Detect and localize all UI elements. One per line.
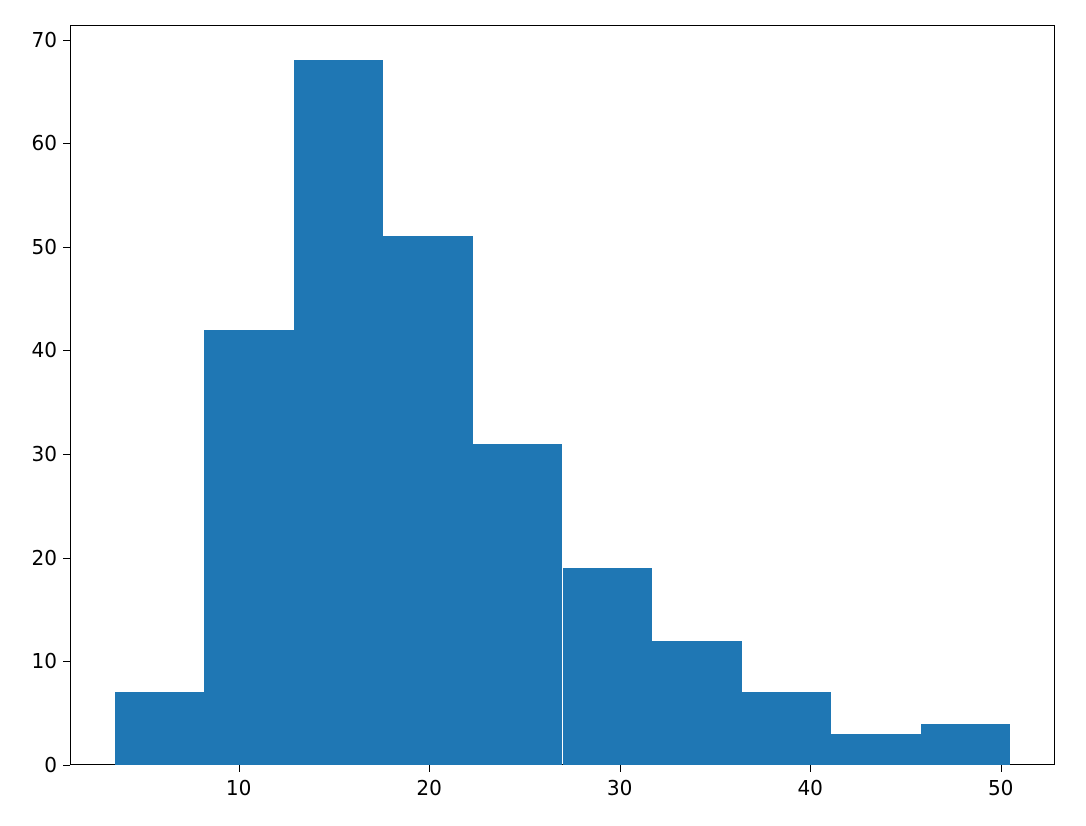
y-tick-label: 50 xyxy=(32,235,57,259)
histogram-bar xyxy=(921,724,1011,765)
histogram-chart: 10 20 30 40 50 0 10 20 30 40 50 60 70 xyxy=(0,0,1086,826)
x-tick-label: 20 xyxy=(416,776,441,800)
y-tick xyxy=(63,350,70,351)
histogram-bar xyxy=(294,60,384,765)
y-tick xyxy=(63,454,70,455)
x-tick-label: 50 xyxy=(988,776,1013,800)
histogram-bar xyxy=(742,692,832,765)
histogram-bar xyxy=(383,236,473,765)
y-tick xyxy=(63,765,70,766)
y-tick-label: 40 xyxy=(32,338,57,362)
x-tick xyxy=(239,765,240,772)
x-tick-label: 40 xyxy=(797,776,822,800)
y-tick-label: 60 xyxy=(32,131,57,155)
x-tick xyxy=(620,765,621,772)
y-tick xyxy=(63,143,70,144)
histogram-bar xyxy=(115,692,205,765)
x-tick xyxy=(429,765,430,772)
y-tick-label: 10 xyxy=(32,649,57,673)
x-tick xyxy=(1001,765,1002,772)
y-tick xyxy=(63,247,70,248)
y-tick-label: 70 xyxy=(32,28,57,52)
y-tick xyxy=(63,40,70,41)
y-tick-label: 30 xyxy=(32,442,57,466)
histogram-bar xyxy=(831,734,921,765)
x-tick-label: 10 xyxy=(226,776,251,800)
y-tick xyxy=(63,558,70,559)
x-tick xyxy=(810,765,811,772)
y-tick xyxy=(63,661,70,662)
y-tick-label: 0 xyxy=(44,753,57,777)
histogram-bar xyxy=(563,568,653,765)
histogram-bar xyxy=(204,330,294,765)
histogram-bar xyxy=(473,444,563,765)
histogram-bar xyxy=(652,641,742,765)
x-tick-label: 30 xyxy=(607,776,632,800)
y-tick-label: 20 xyxy=(32,546,57,570)
